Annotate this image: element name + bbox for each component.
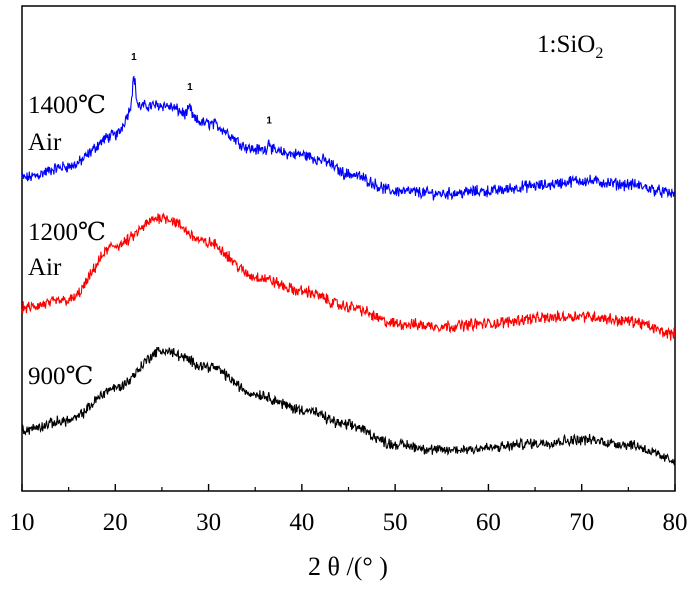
series-label: Air: [28, 129, 62, 156]
labels-layer: 1 1 1 1400℃ Air 1200℃ Air 900℃: [28, 52, 272, 390]
series-label: Air: [28, 254, 62, 281]
peak-marker-label: 1: [187, 82, 193, 93]
x-axis-label: 2 θ /(° ): [308, 552, 388, 581]
x-tick-label: 20: [103, 509, 128, 536]
series-label: 900℃: [28, 363, 93, 390]
x-tick-label: 30: [196, 509, 221, 536]
x-tick-label: 50: [383, 509, 408, 536]
x-tick-label: 40: [289, 509, 314, 536]
series-layer: [21, 75, 676, 467]
x-tick-label: 60: [476, 509, 501, 536]
x-tick-label: 10: [10, 509, 35, 536]
peak-marker-label: 1: [266, 115, 272, 126]
x-tick-label: 80: [663, 509, 688, 536]
series-line: [21, 346, 676, 467]
series-label: 1400℃: [28, 92, 106, 119]
series-line: [21, 75, 676, 201]
x-ticks: 10 20 30 40 50 60 70 80: [10, 484, 688, 536]
plot-frame: [21, 5, 676, 492]
series-line: [21, 212, 676, 341]
series-label: 1200℃: [28, 219, 106, 246]
x-tick-label: 70: [569, 509, 594, 536]
phase-key-label: 1:SiO2: [537, 31, 603, 62]
peak-marker-label: 1: [131, 52, 137, 63]
